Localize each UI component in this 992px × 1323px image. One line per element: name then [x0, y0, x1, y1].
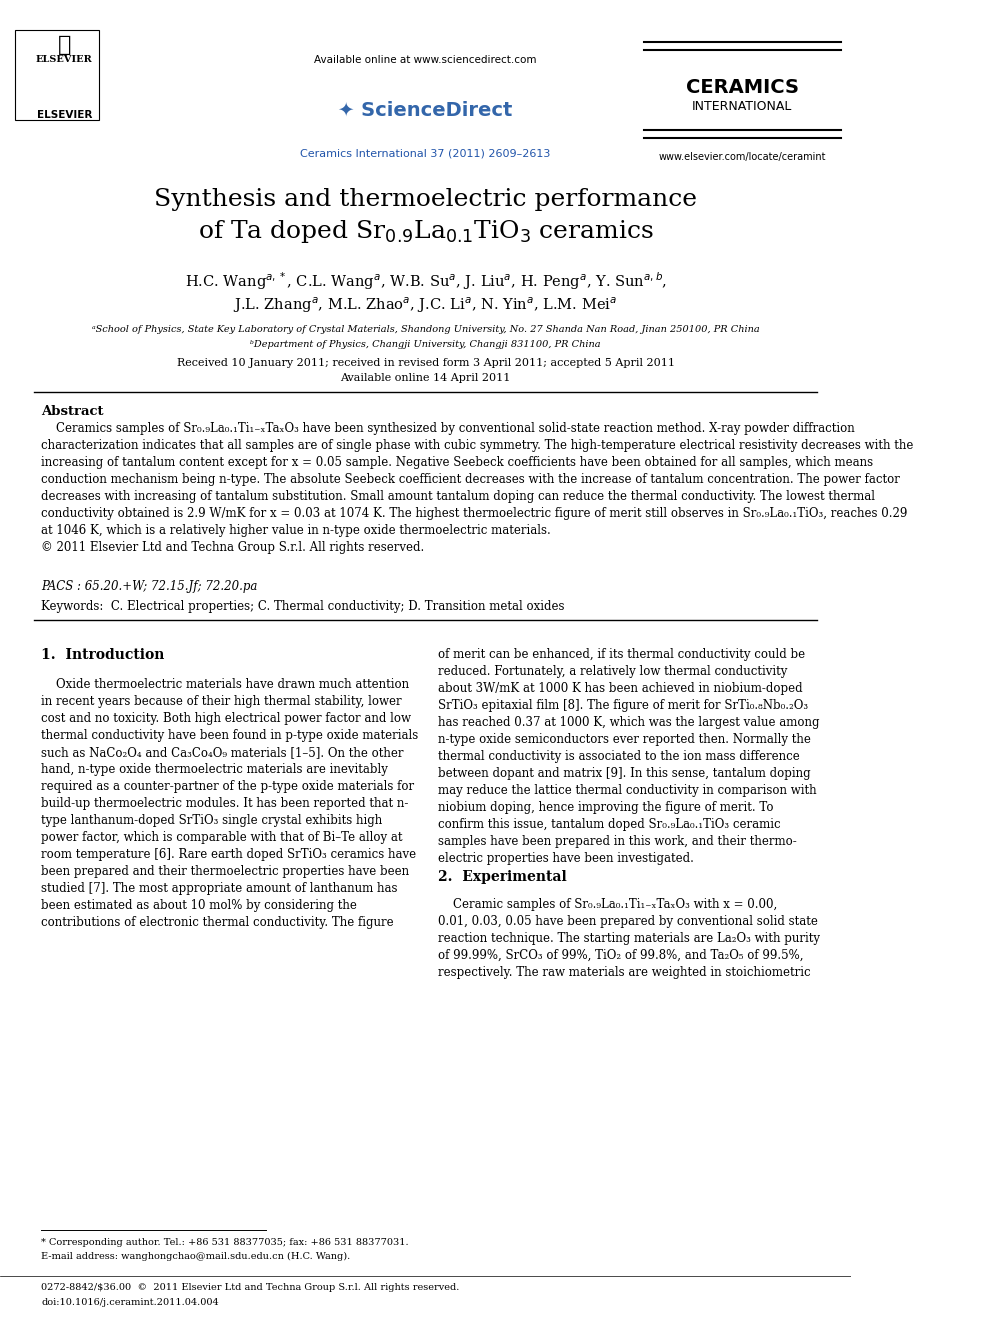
- Text: Ceramic samples of Sr₀.₉La₀.₁Ti₁₋ₓTaₓO₃ with x = 0.00,
0.01, 0.03, 0.05 have bee: Ceramic samples of Sr₀.₉La₀.₁Ti₁₋ₓTaₓO₃ …: [437, 898, 819, 979]
- Text: Synthesis and thermoelectric performance: Synthesis and thermoelectric performance: [154, 188, 697, 210]
- Text: J.L. Zhang$^{a}$, M.L. Zhao$^{a}$, J.C. Li$^{a}$, N. Yin$^{a}$, L.M. Mei$^{a}$: J.L. Zhang$^{a}$, M.L. Zhao$^{a}$, J.C. …: [233, 295, 618, 315]
- Text: H.C. Wang$^{a,*}$, C.L. Wang$^{a}$, W.B. Su$^{a}$, J. Liu$^{a}$, H. Peng$^{a}$, : H.C. Wang$^{a,*}$, C.L. Wang$^{a}$, W.B.…: [185, 270, 667, 291]
- Text: CERAMICS: CERAMICS: [685, 78, 799, 97]
- Text: Ceramics samples of Sr₀.₉La₀.₁Ti₁₋ₓTaₓO₃ have been synthesized by conventional s: Ceramics samples of Sr₀.₉La₀.₁Ti₁₋ₓTaₓO₃…: [42, 422, 914, 554]
- Text: 1.  Introduction: 1. Introduction: [42, 648, 165, 662]
- Text: Available online at www.sciencedirect.com: Available online at www.sciencedirect.co…: [314, 56, 537, 65]
- Text: Keywords:  C. Electrical properties; C. Thermal conductivity; D. Transition meta: Keywords: C. Electrical properties; C. T…: [42, 601, 564, 613]
- Text: ✦ ScienceDirect: ✦ ScienceDirect: [338, 101, 513, 119]
- Text: Oxide thermoelectric materials have drawn much attention
in recent years because: Oxide thermoelectric materials have draw…: [42, 677, 419, 929]
- Text: ELSEVIER: ELSEVIER: [36, 56, 92, 64]
- Text: ᵇDepartment of Physics, Changji University, Changji 831100, PR China: ᵇDepartment of Physics, Changji Universi…: [250, 340, 601, 349]
- Text: 0272-8842/$36.00  ©  2011 Elsevier Ltd and Techna Group S.r.l. All rights reserv: 0272-8842/$36.00 © 2011 Elsevier Ltd and…: [42, 1283, 459, 1293]
- Text: of Ta doped Sr$_{0.9}$La$_{0.1}$TiO$_{3}$ ceramics: of Ta doped Sr$_{0.9}$La$_{0.1}$TiO$_{3}…: [197, 218, 654, 245]
- Text: ELSEVIER: ELSEVIER: [37, 110, 92, 120]
- Text: Abstract: Abstract: [42, 405, 104, 418]
- Text: Received 10 January 2011; received in revised form 3 April 2011; accepted 5 Apri: Received 10 January 2011; received in re…: [177, 359, 675, 368]
- Text: of merit can be enhanced, if its thermal conductivity could be
reduced. Fortunat: of merit can be enhanced, if its thermal…: [437, 648, 819, 865]
- Text: 2.  Experimental: 2. Experimental: [437, 871, 566, 884]
- Text: Ceramics International 37 (2011) 2609–2613: Ceramics International 37 (2011) 2609–26…: [301, 148, 551, 157]
- Text: doi:10.1016/j.ceramint.2011.04.004: doi:10.1016/j.ceramint.2011.04.004: [42, 1298, 219, 1307]
- Text: 🌳: 🌳: [58, 34, 71, 56]
- Text: * Corresponding author. Tel.: +86 531 88377035; fax: +86 531 88377031.: * Corresponding author. Tel.: +86 531 88…: [42, 1238, 409, 1248]
- Text: INTERNATIONAL: INTERNATIONAL: [692, 101, 793, 112]
- Text: www.elsevier.com/locate/ceramint: www.elsevier.com/locate/ceramint: [659, 152, 826, 161]
- Bar: [16, 30, 98, 120]
- Text: ᵃSchool of Physics, State Key Laboratory of Crystal Materials, Shandong Universi: ᵃSchool of Physics, State Key Laboratory…: [91, 325, 760, 333]
- Text: E-mail address: wanghongchao@mail.sdu.edu.cn (H.C. Wang).: E-mail address: wanghongchao@mail.sdu.ed…: [42, 1252, 350, 1261]
- Text: PACS : 65.20.+W; 72.15.Jf; 72.20.pa: PACS : 65.20.+W; 72.15.Jf; 72.20.pa: [42, 579, 258, 593]
- Text: Available online 14 April 2011: Available online 14 April 2011: [340, 373, 511, 382]
